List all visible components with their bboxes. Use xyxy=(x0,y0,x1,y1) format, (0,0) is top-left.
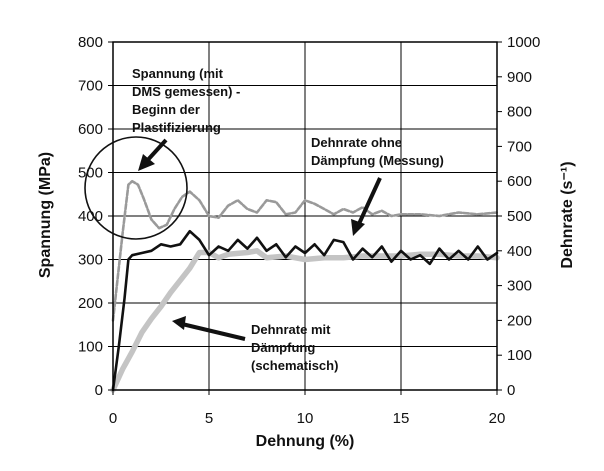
y2-tick-label: 100 xyxy=(507,347,532,364)
y-tick-label: 700 xyxy=(78,78,103,95)
y-tick-label: 100 xyxy=(78,339,103,356)
x-tick-label: 0 xyxy=(109,410,117,427)
annotation-rate-damped-line-3: (schematisch) xyxy=(251,358,338,373)
arrow-rate-measured xyxy=(351,177,382,236)
annotation-stress-line-2: DMS gemessen) - xyxy=(132,84,240,99)
y-tick-label: 200 xyxy=(78,295,103,312)
annotation-stress-line-1: Spannung (mit xyxy=(132,66,224,81)
series-strain-rate-measured-line xyxy=(111,179,499,322)
series-layer xyxy=(110,179,500,393)
y-tick-label: 500 xyxy=(78,165,103,182)
y-tick-label: 800 xyxy=(78,34,103,51)
plot-frame xyxy=(108,41,502,395)
y2-tick-label: 0 xyxy=(507,382,515,399)
y2-tick-label: 700 xyxy=(507,138,532,155)
y2-tick-label: 200 xyxy=(507,312,532,329)
plot-border xyxy=(112,41,498,391)
x-tick-label: 5 xyxy=(205,410,213,427)
y2-tick-label: 400 xyxy=(507,243,532,260)
annotation-rate-damped-line-2: Dämpfung xyxy=(251,340,315,355)
y2-tick-label: 300 xyxy=(507,278,532,295)
series-strain-rate-damped-line xyxy=(110,248,500,393)
series-stress-line xyxy=(111,229,499,392)
annotation-rate-measured-line-1: Dehnrate ohne xyxy=(311,135,402,150)
y2-axis-label: Dehnrate (s⁻¹) xyxy=(559,161,576,268)
y-tick-label: 300 xyxy=(78,252,103,269)
annotation-rate-measured-line-2: Dämpfung (Messung) xyxy=(311,153,444,168)
annotation-rate-damped-line-1: Dehnrate mit xyxy=(251,322,331,337)
y2-tick-label: 900 xyxy=(507,69,532,86)
y-tick-label: 0 xyxy=(95,382,103,399)
annotations: Spannung (mit DMS gemessen) - Beginn der… xyxy=(84,66,444,373)
x-axis-label: Dehnung (%) xyxy=(256,433,355,450)
y2-tick-label: 500 xyxy=(507,208,532,225)
y2-tick-label: 800 xyxy=(507,104,532,121)
y2-tick-label: 1000 xyxy=(507,34,540,51)
y-axis-label: Spannung (MPa) xyxy=(37,152,54,278)
x-tick-label: 15 xyxy=(393,410,410,427)
y2-tick-label: 600 xyxy=(507,173,532,190)
y-tick-label: 600 xyxy=(78,121,103,138)
annotation-stress-line-3: Beginn der xyxy=(132,102,200,117)
arrow-rate-damped xyxy=(172,316,246,341)
annotation-stress-line-4: Plastifizierung xyxy=(132,120,221,135)
x-tick-label: 20 xyxy=(489,410,506,427)
highlight-circle xyxy=(84,136,188,240)
x-tick-label: 10 xyxy=(297,410,314,427)
arrow-stress xyxy=(138,138,168,171)
